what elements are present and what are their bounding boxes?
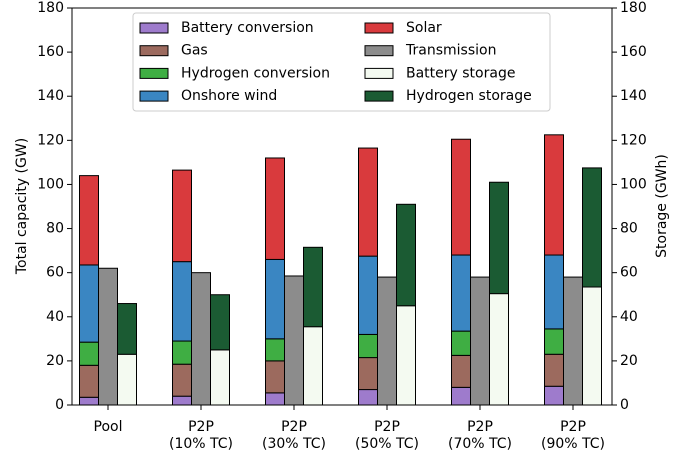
y-tick-label: 100	[37, 176, 64, 192]
legend-swatch	[139, 67, 169, 79]
bar-segment	[377, 276, 397, 406]
x-tick-label: Pool	[94, 419, 123, 435]
bar-segment	[191, 272, 211, 406]
y-tick-label: 120	[37, 132, 64, 148]
legend-label: Transmission	[405, 43, 496, 59]
bar-segment	[172, 395, 192, 406]
bar-segment	[265, 338, 285, 362]
legend-swatch	[139, 22, 169, 34]
plot-frame	[71, 7, 613, 406]
y2-tick-label: 100	[620, 176, 647, 192]
x-tick-label: P2P (30% TC)	[262, 419, 326, 452]
bar-segment	[303, 326, 323, 406]
bar-segment	[396, 203, 416, 307]
legend-swatch	[364, 90, 394, 102]
legend: Battery conversion Gas Hydrogen conversion…	[132, 12, 551, 112]
y-tick-label: 0	[55, 397, 64, 413]
y2-tick-label: 80	[620, 221, 638, 237]
y-tick-label: 20	[46, 353, 64, 369]
y2-axis-label: Storage (GWh)	[654, 154, 670, 258]
bar-segment	[358, 357, 378, 391]
bar-segment	[172, 340, 192, 365]
y-tick-label: 60	[46, 265, 64, 281]
bar-segment	[582, 167, 602, 288]
legend-label: Hydrogen conversion	[181, 65, 330, 81]
bar-segment	[79, 264, 99, 343]
bar-segment	[544, 134, 564, 256]
bar-segment	[451, 354, 471, 388]
bar-segment	[284, 275, 304, 406]
bar-segment	[117, 303, 137, 355]
legend-swatch	[364, 67, 394, 79]
bar-segment	[265, 392, 285, 406]
y-tick-label: 40	[46, 309, 64, 325]
bar-segment	[358, 333, 378, 359]
bar-segment	[396, 305, 416, 406]
bar-segment	[451, 254, 471, 332]
legend-label: Hydrogen storage	[406, 88, 532, 104]
x-tick-label: P2P (70% TC)	[448, 419, 512, 452]
bar-segment	[172, 261, 192, 342]
legend-swatch	[139, 45, 169, 57]
legend-swatch	[139, 90, 169, 102]
bar-segment	[79, 341, 99, 366]
y2-tick-label: 20	[620, 353, 638, 369]
x-tick-label: P2P (50% TC)	[355, 419, 419, 452]
bar-segment	[117, 353, 137, 406]
legend-label: Battery conversion	[181, 20, 314, 36]
bar-segment	[172, 169, 192, 263]
bar-segment	[451, 138, 471, 256]
bar-segment	[489, 293, 509, 406]
y2-tick-label: 160	[620, 44, 647, 60]
y2-tick-label: 120	[620, 132, 647, 148]
bar-segment	[544, 328, 564, 355]
bar-segment	[582, 286, 602, 406]
bar-segment	[489, 181, 509, 295]
bar-segment	[544, 385, 564, 406]
bar-segment	[265, 258, 285, 340]
x-tick-label: P2P (10% TC)	[169, 419, 233, 452]
bar-segment	[358, 389, 378, 406]
bar-segment	[172, 363, 192, 397]
y-tick-label: 160	[37, 44, 64, 60]
legend-swatch	[364, 45, 394, 57]
y-tick-label: 80	[46, 221, 64, 237]
bar-segment	[544, 254, 564, 330]
legend-label: Onshore wind	[181, 88, 277, 104]
bar-segment	[563, 276, 583, 406]
legend-label: Solar	[406, 20, 442, 36]
legend-label: Gas	[181, 43, 208, 59]
y2-tick-label: 180	[620, 0, 647, 16]
bar-segment	[210, 294, 230, 351]
bar-segment	[451, 330, 471, 356]
bar-segment	[98, 267, 118, 406]
bar-segment	[79, 364, 99, 398]
y-axis-label: Total capacity (GW)	[14, 138, 30, 275]
y2-tick-label: 0	[620, 397, 629, 413]
bar-segment	[265, 157, 285, 260]
y2-tick-label: 140	[620, 88, 647, 104]
bar-segment	[265, 360, 285, 394]
y2-tick-label: 40	[620, 309, 638, 325]
bar-segment	[470, 276, 490, 406]
y2-tick-label: 60	[620, 265, 638, 281]
legend-swatch	[364, 22, 394, 34]
legend-frame	[132, 12, 551, 112]
y-tick-label: 140	[37, 88, 64, 104]
bar-segment	[358, 255, 378, 335]
x-tick-label: P2P (90% TC)	[541, 419, 605, 452]
legend-label: Battery storage	[406, 65, 515, 81]
bar-segment	[210, 349, 230, 406]
bar-segment	[303, 246, 323, 328]
y-tick-label: 180	[37, 0, 64, 16]
bar-segment	[79, 396, 99, 406]
bar-segment	[544, 353, 564, 387]
bar-segment	[358, 147, 378, 257]
bar-segment	[451, 386, 471, 406]
bar-segment	[79, 175, 99, 266]
